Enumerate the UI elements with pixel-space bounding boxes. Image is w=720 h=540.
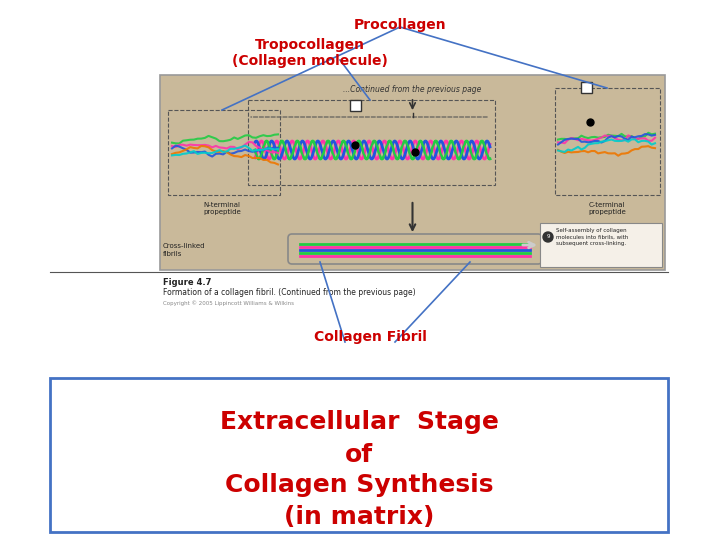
Text: Self-assembly of collagen
molecules into fibrils, with
subsequent cross-linking.: Self-assembly of collagen molecules into… [556,228,629,246]
Text: 9: 9 [546,234,550,240]
Bar [581,82,592,93]
Text: of: of [345,443,373,467]
Text: C-terminal
propeptide: C-terminal propeptide [588,202,626,215]
Text: ...Continued from the previous page: ...Continued from the previous page [343,84,482,93]
Text: Cross-linked
fibrils: Cross-linked fibrils [163,244,205,256]
Bar [50,378,668,532]
Text: Extracellular  Stage: Extracellular Stage [220,410,498,434]
Text: (in matrix): (in matrix) [284,505,434,529]
Text: Copyright © 2005 Lippincott Williams & Wilkins: Copyright © 2005 Lippincott Williams & W… [163,300,294,306]
Bar [248,100,495,185]
Text: Tropocollagen
(Collagen molecule): Tropocollagen (Collagen molecule) [232,38,388,68]
Text: Procollagen: Procollagen [354,18,446,32]
Text: Figure 4.7: Figure 4.7 [163,278,212,287]
Bar [168,110,280,195]
Bar [350,100,361,111]
Circle shape [543,232,553,242]
Bar [160,75,665,270]
Text: Collagen Synthesis: Collagen Synthesis [225,473,493,497]
FancyBboxPatch shape [540,223,662,267]
Bar [555,88,660,195]
Text: Collagen Fibril: Collagen Fibril [314,330,426,344]
Text: N-terminal
propeptide: N-terminal propeptide [203,202,241,215]
Text: Formation of a collagen fibril. (Continued from the previous page): Formation of a collagen fibril. (Continu… [163,288,415,297]
